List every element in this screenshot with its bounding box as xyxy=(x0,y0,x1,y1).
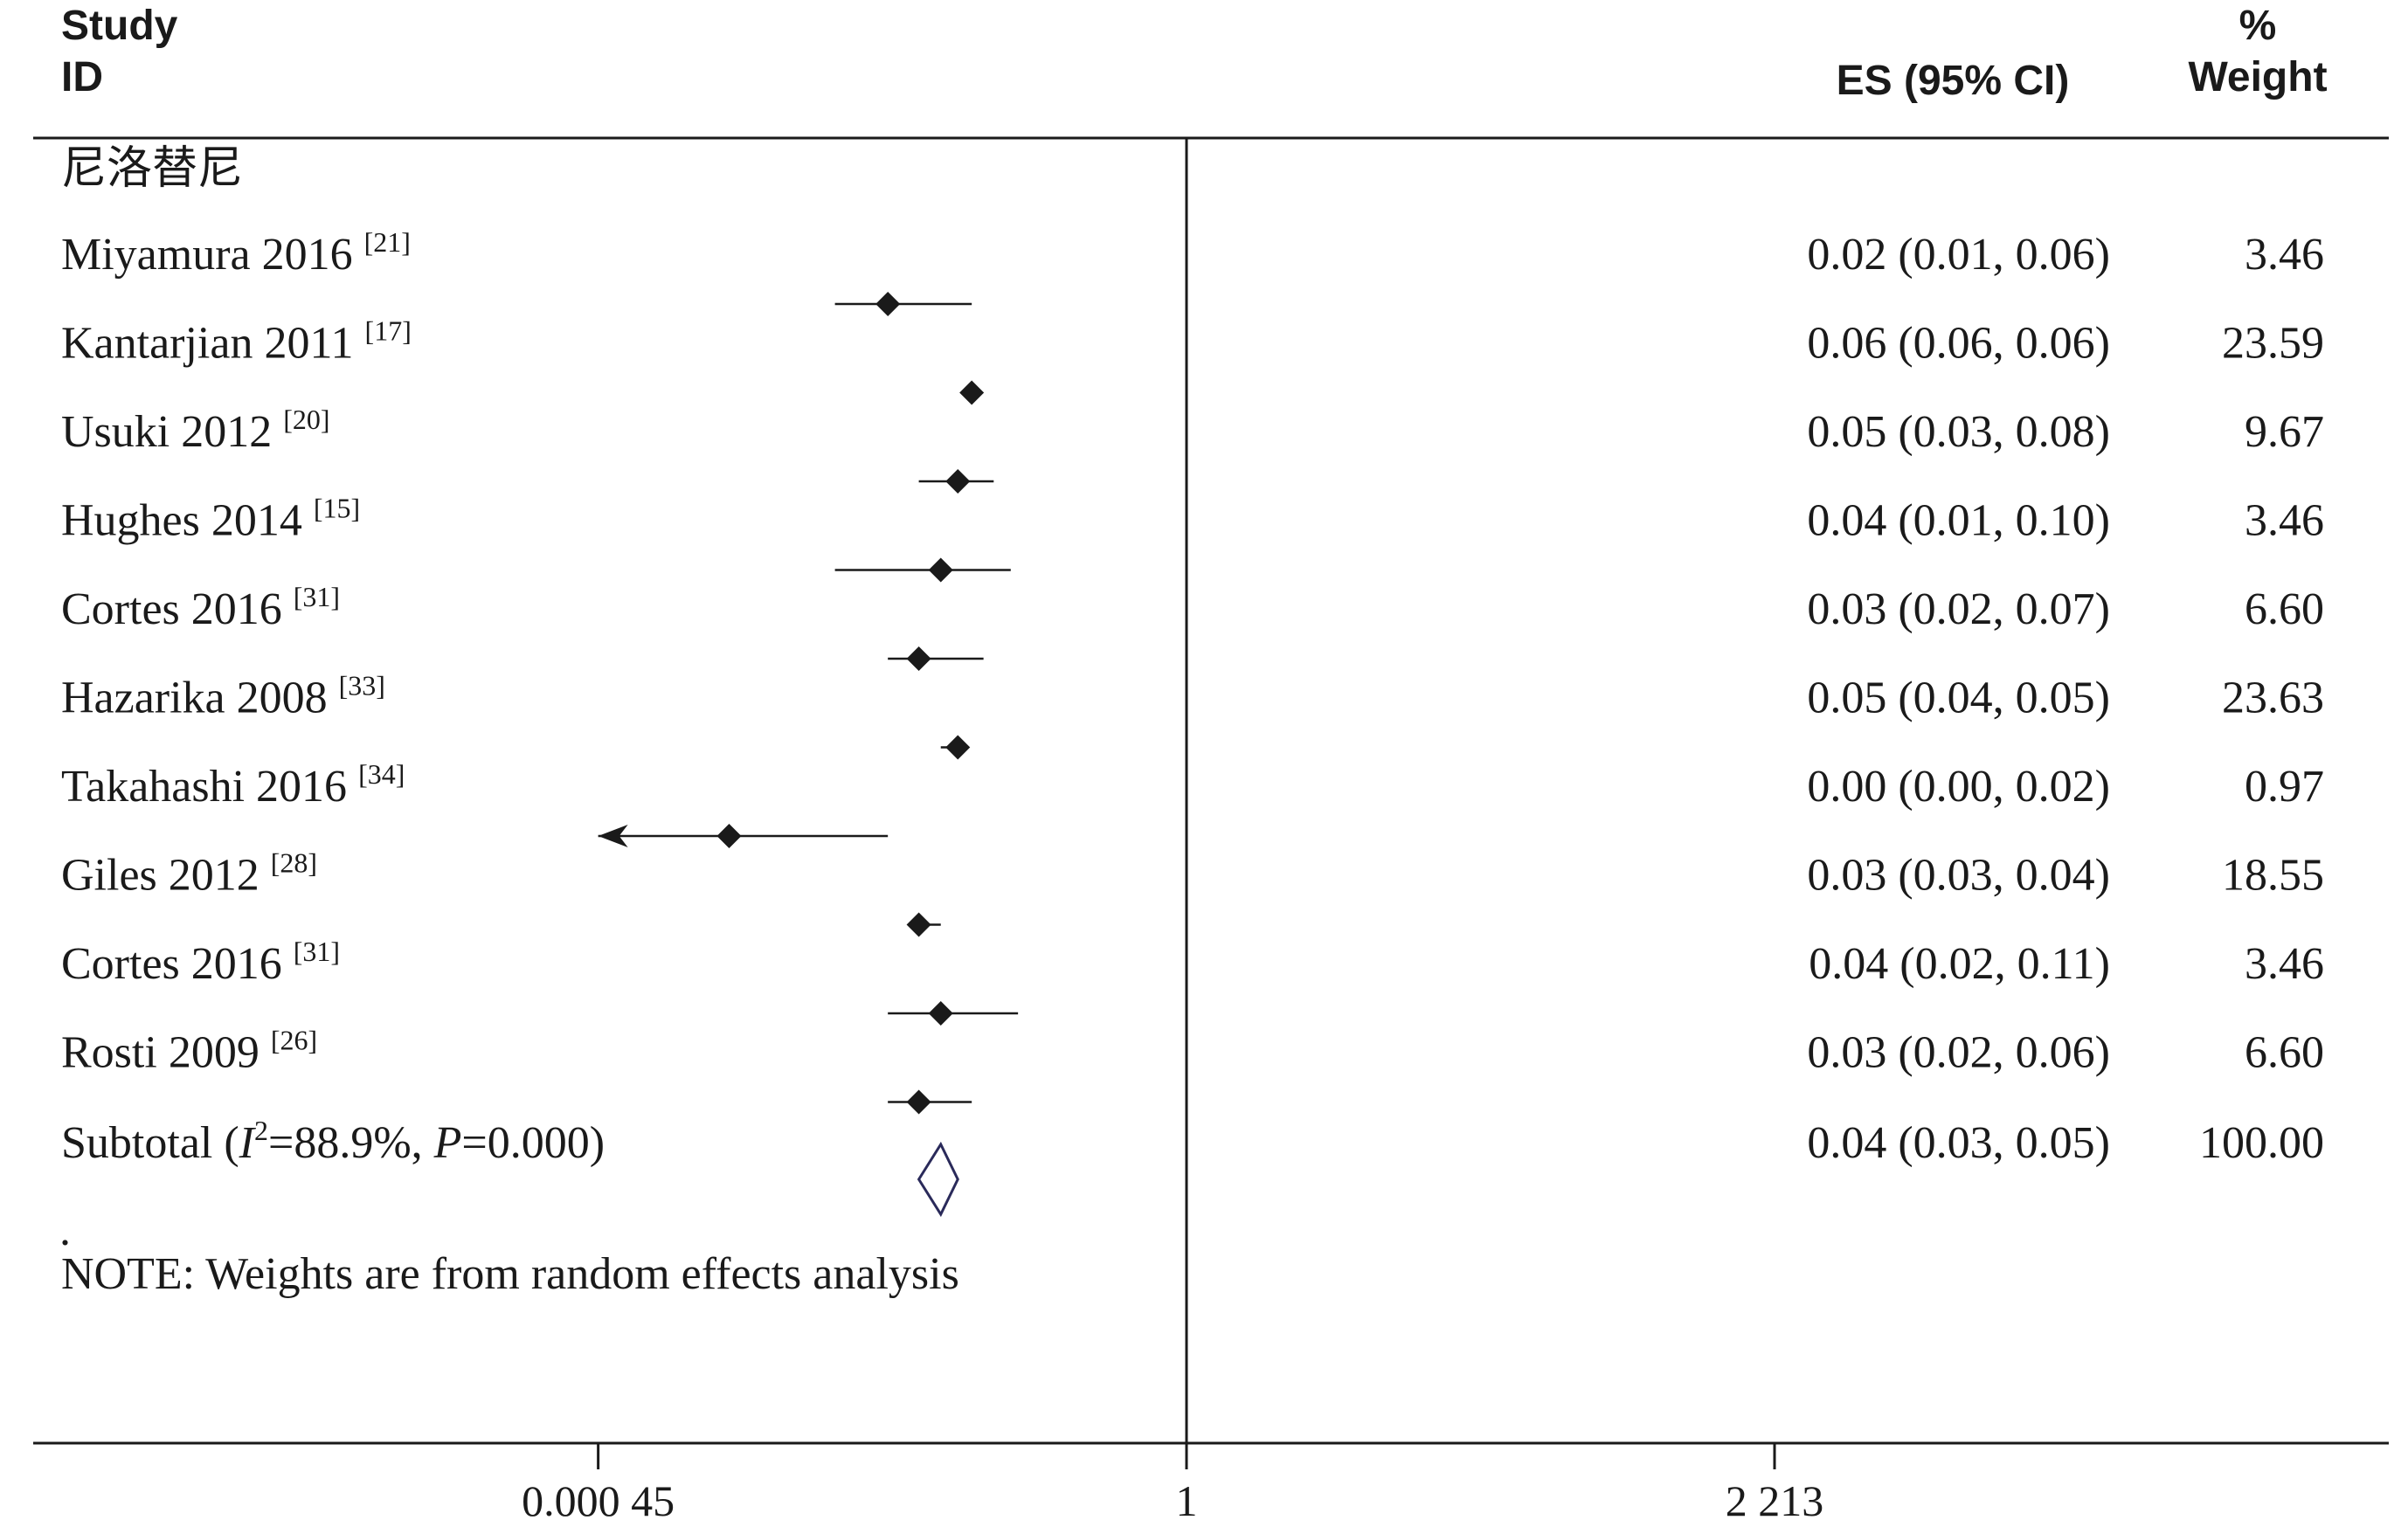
header-percent: % xyxy=(2239,3,2277,49)
subtotal-i-sup: 2 xyxy=(254,1115,268,1146)
study-weight: 6.60 xyxy=(2245,584,2324,634)
subtotal-label: Subtotal (I2=88.9%, P=0.000) xyxy=(61,1115,605,1168)
study-es: 0.04 (0.01, 0.10) xyxy=(1807,496,2110,546)
study-es: 0.06 (0.06, 0.06) xyxy=(1807,319,2110,369)
x-tick-label: 2 213 xyxy=(1726,1476,1824,1525)
study-ref: [17] xyxy=(365,315,412,347)
effect-marker xyxy=(945,735,971,760)
study-name: Hughes 2014 [15] xyxy=(61,493,360,546)
study-weight: 9.67 xyxy=(2245,407,2324,457)
effect-marker xyxy=(928,1001,953,1026)
subtotal-diamond xyxy=(917,1141,959,1218)
effect-marker xyxy=(928,557,953,583)
study-row: Hazarika 2008 [33] 0.05 (0.04, 0.05) 23.63 xyxy=(61,670,2324,760)
study-name: Rosti 2009 [26] xyxy=(61,1025,317,1078)
study-weight: 23.59 xyxy=(2222,319,2324,369)
study-ref: [33] xyxy=(339,670,385,701)
study-ref: [31] xyxy=(294,936,340,967)
subtotal-prefix: Subtotal ( xyxy=(61,1118,239,1168)
study-weight: 3.46 xyxy=(2245,230,2324,280)
x-ticks: 0.000 45 1 2 213 xyxy=(522,1443,1823,1525)
study-weight: 6.60 xyxy=(2245,1028,2324,1078)
effect-marker xyxy=(959,380,985,405)
study-row: Usuki 2012 [20] 0.05 (0.03, 0.08) 9.67 xyxy=(61,404,2324,494)
study-ref: [28] xyxy=(271,847,317,879)
study-row: Hughes 2014 [15] 0.04 (0.01, 0.10) 3.46 xyxy=(61,493,2324,583)
study-weight: 3.46 xyxy=(2245,939,2324,989)
study-name: Takahashi 2016 [34] xyxy=(61,758,405,812)
study-name: Hazarika 2008 [33] xyxy=(61,670,385,723)
header-weight: Weight xyxy=(2188,54,2327,100)
study-es: 0.03 (0.03, 0.04) xyxy=(1807,851,2110,901)
study-rows: Miyamura 2016 [21] 0.02 (0.01, 0.06) 3.46 K… xyxy=(61,226,2324,1115)
ci-arrow xyxy=(598,825,628,847)
study-row: Kantarjian 2011 [17] 0.06 (0.06, 0.06) 23.… xyxy=(61,315,2324,405)
study-row: Miyamura 2016 [21] 0.02 (0.01, 0.06) 3.46 xyxy=(61,226,2324,316)
study-ref: [15] xyxy=(314,493,360,524)
study-es: 0.04 (0.02, 0.11) xyxy=(1809,939,2110,989)
study-es: 0.00 (0.00, 0.02) xyxy=(1807,762,2110,812)
subtotal-i-value: =88.9%, xyxy=(268,1118,434,1168)
study-row: Takahashi 2016 [34] 0.00 (0.00, 0.02) 0.97 xyxy=(61,758,2324,848)
study-weight: 23.63 xyxy=(2222,674,2324,723)
effect-marker xyxy=(906,912,931,937)
header-es: ES (95% CI) xyxy=(1837,58,2070,104)
study-es: 0.03 (0.02, 0.06) xyxy=(1807,1028,2110,1078)
subtotal-i-symbol: I xyxy=(239,1118,257,1168)
subtotal-p-value: =0.000) xyxy=(461,1118,605,1168)
study-row: Rosti 2009 [26] 0.03 (0.02, 0.06) 6.60 xyxy=(61,1025,2324,1115)
effect-marker xyxy=(945,469,971,494)
study-name: Usuki 2012 [20] xyxy=(61,404,330,457)
study-es: 0.05 (0.04, 0.05) xyxy=(1807,674,2110,723)
study-ref: [31] xyxy=(294,581,340,612)
x-tick-label: 0.000 45 xyxy=(522,1476,675,1525)
dot-mark: . xyxy=(59,1206,71,1255)
study-es: 0.02 (0.01, 0.06) xyxy=(1807,230,2110,280)
study-ref: [20] xyxy=(283,404,329,435)
group-label: 尼洛替尼 xyxy=(61,142,243,195)
effect-marker xyxy=(906,1089,931,1115)
effect-marker xyxy=(716,824,742,848)
study-weight: 3.46 xyxy=(2245,496,2324,546)
study-name: Cortes 2016 [31] xyxy=(61,936,340,989)
effect-marker xyxy=(906,646,931,671)
study-weight: 0.97 xyxy=(2245,762,2324,812)
study-row: Cortes 2016 [31] 0.04 (0.02, 0.11) 3.46 xyxy=(61,936,2324,1026)
study-row: Giles 2012 [28] 0.03 (0.03, 0.04) 18.55 xyxy=(61,847,2324,937)
subtotal-es: 0.04 (0.03, 0.05) xyxy=(1807,1118,2110,1168)
study-name: Miyamura 2016 [21] xyxy=(61,226,411,280)
effect-marker xyxy=(875,292,901,316)
study-name: Kantarjian 2011 [17] xyxy=(61,315,412,369)
study-ref: [21] xyxy=(364,226,411,258)
study-ref: [26] xyxy=(271,1025,317,1056)
study-weight: 18.55 xyxy=(2222,851,2324,901)
header-study: Study xyxy=(61,3,178,49)
subtotal-p-symbol: P xyxy=(433,1118,462,1168)
study-ref: [34] xyxy=(358,758,405,790)
note-text: NOTE: Weights are from random effects an… xyxy=(61,1249,959,1299)
study-name: Cortes 2016 [31] xyxy=(61,581,340,634)
study-es: 0.03 (0.02, 0.07) xyxy=(1807,584,2110,634)
study-row: Cortes 2016 [31] 0.03 (0.02, 0.07) 6.60 xyxy=(61,581,2324,671)
study-name: Giles 2012 [28] xyxy=(61,847,317,901)
x-tick-label: 1 xyxy=(1176,1476,1198,1525)
subtotal-weight: 100.00 xyxy=(2199,1118,2324,1168)
header-id: ID xyxy=(61,54,103,100)
study-es: 0.05 (0.03, 0.08) xyxy=(1807,407,2110,457)
